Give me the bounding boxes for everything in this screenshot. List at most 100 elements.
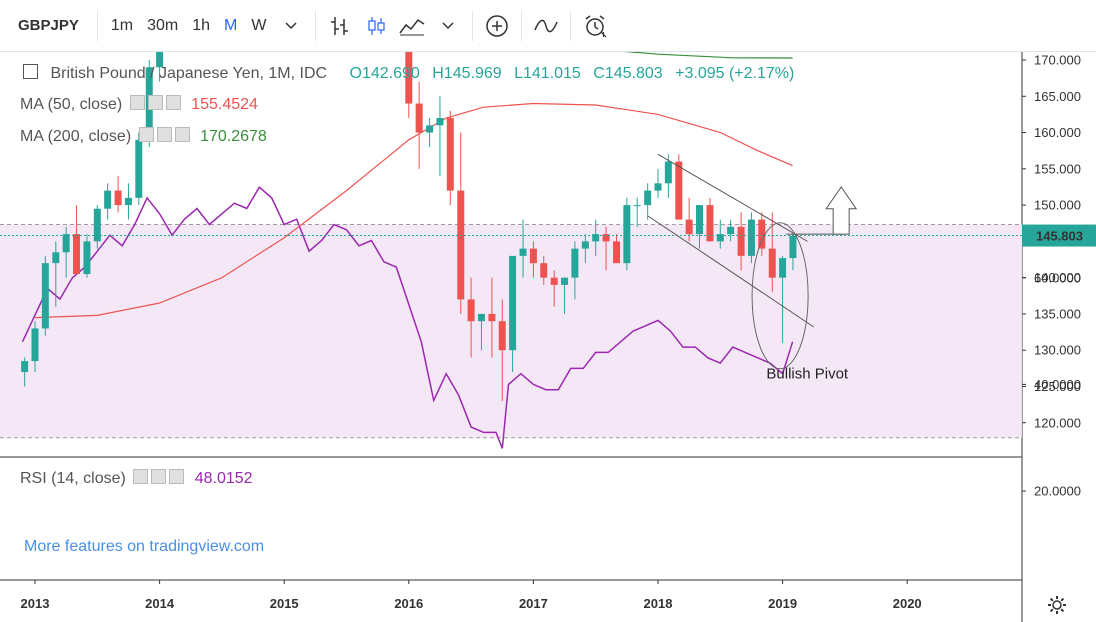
rsi-value: 48.0152 — [194, 470, 253, 487]
compare-icon[interactable] — [531, 11, 561, 41]
gear-icon[interactable] — [1046, 594, 1068, 621]
legend-change: +3.095 (+2.17%) — [675, 65, 795, 82]
candle-up — [477, 313, 485, 322]
candle-up — [124, 197, 132, 206]
candle-up — [623, 205, 631, 264]
rsi-line — [21, 186, 794, 449]
symbol-label[interactable]: GBPJPY — [18, 17, 79, 34]
candle-up — [789, 235, 797, 259]
y-tick-label: 125.000 — [1034, 379, 1081, 394]
candle-up — [509, 255, 517, 351]
y-tick-label: 150.000 — [1034, 198, 1081, 213]
chevron-down-icon[interactable] — [433, 11, 463, 41]
x-tick-label: 2014 — [145, 596, 175, 611]
close-icon[interactable] — [169, 469, 185, 484]
candles-icon[interactable] — [361, 11, 391, 41]
legend-high: H145.969 — [432, 65, 502, 82]
candle-up — [519, 248, 527, 256]
candle-up — [62, 234, 70, 253]
candle-down — [706, 205, 714, 242]
alert-icon[interactable] — [580, 11, 610, 41]
ma200-legend: MA (200, close) 170.2678 — [20, 127, 267, 146]
gear-icon[interactable] — [156, 127, 172, 142]
candle-down — [498, 321, 506, 351]
candle-down — [675, 161, 683, 220]
legend-low: L141.015 — [514, 65, 581, 82]
add-icon[interactable] — [482, 11, 512, 41]
ma50-line — [34, 102, 793, 319]
y-tick-label: 155.000 — [1034, 161, 1081, 176]
gear-icon[interactable] — [151, 469, 167, 484]
ma50-label: MA (50, close) — [20, 96, 123, 113]
candle-down — [550, 277, 558, 285]
collapse-icon[interactable] — [23, 64, 38, 79]
x-tick-label: 2017 — [519, 596, 548, 611]
rsi-y-tick-label: 60.0000 — [1034, 270, 1081, 285]
candle-down — [685, 219, 693, 235]
gear-icon[interactable] — [147, 95, 163, 110]
eye-icon[interactable] — [133, 469, 149, 484]
candle-up — [93, 208, 101, 242]
x-tick-label: 2013 — [21, 596, 50, 611]
candle-up — [156, 52, 164, 68]
candle-up — [727, 226, 735, 235]
channel-upper-line — [657, 153, 808, 242]
candle-up — [561, 277, 569, 285]
rsi-y-tick-label: 40.0000 — [1034, 377, 1081, 392]
toolbar-divider — [96, 10, 98, 41]
candle-up — [31, 328, 39, 362]
eye-icon[interactable] — [138, 127, 154, 142]
candle-up — [664, 161, 672, 184]
price-chart[interactable]: 170.000165.000160.000155.000150.000145.0… — [0, 52, 1096, 622]
interval-1m-button[interactable]: 1m — [110, 16, 134, 34]
candle-up — [571, 248, 579, 278]
y-tick-label: 130.000 — [1034, 343, 1081, 358]
candle-down — [114, 190, 122, 206]
interval-week-button[interactable]: W — [251, 16, 267, 34]
candle-down — [602, 234, 610, 242]
pivot-highlight-ellipse — [751, 222, 809, 370]
candle-down — [737, 226, 745, 256]
up-arrow-icon — [825, 186, 858, 235]
toolbar-divider — [315, 10, 317, 41]
toolbar-divider — [472, 10, 474, 41]
close-icon[interactable] — [165, 95, 181, 110]
x-tick-label: 2015 — [270, 596, 299, 611]
y-tick-label: 140.000 — [1034, 270, 1081, 285]
legend-open: O142.690 — [349, 65, 420, 82]
candle-up — [41, 263, 49, 329]
candle-up — [52, 252, 60, 264]
candle-up — [436, 118, 444, 126]
interval-1h-button[interactable]: 1h — [192, 16, 211, 34]
candle-up — [695, 205, 703, 235]
candle-down — [540, 263, 548, 278]
bar-style-icon[interactable] — [325, 11, 355, 41]
interval-30m-button[interactable]: 30m — [147, 16, 179, 34]
chevron-down-icon[interactable] — [276, 11, 306, 41]
candle-down — [488, 313, 496, 322]
y-tick-label: 135.000 — [1034, 306, 1081, 321]
rsi-label: RSI (14, close) — [20, 470, 126, 487]
candle-down — [405, 52, 413, 104]
eye-icon[interactable] — [129, 95, 145, 110]
x-tick-label: 2016 — [394, 596, 423, 611]
ma50-value: 155.4524 — [191, 96, 258, 113]
candle-up — [779, 258, 787, 278]
candle-up — [644, 190, 652, 206]
candle-down — [613, 241, 621, 264]
chart-toolbar: GBPJPY 1m 30m 1h M W — [0, 0, 1096, 52]
candle-up — [654, 183, 662, 191]
candle-up — [83, 241, 91, 275]
close-icon[interactable] — [174, 127, 190, 142]
candle-down — [457, 190, 465, 300]
candle-up — [135, 139, 143, 198]
ma50-legend: MA (50, close) 155.4524 — [20, 95, 258, 114]
candle-down — [467, 299, 475, 322]
candle-up — [747, 219, 755, 256]
interval-month-button[interactable]: M — [224, 16, 238, 34]
last-price-tag — [1022, 224, 1096, 247]
tradingview-link[interactable]: More features on tradingview.com — [24, 538, 265, 555]
ma200-line — [623, 52, 793, 59]
last-price-label: 145.803 — [1036, 229, 1083, 244]
indicators-icon[interactable] — [397, 11, 427, 41]
